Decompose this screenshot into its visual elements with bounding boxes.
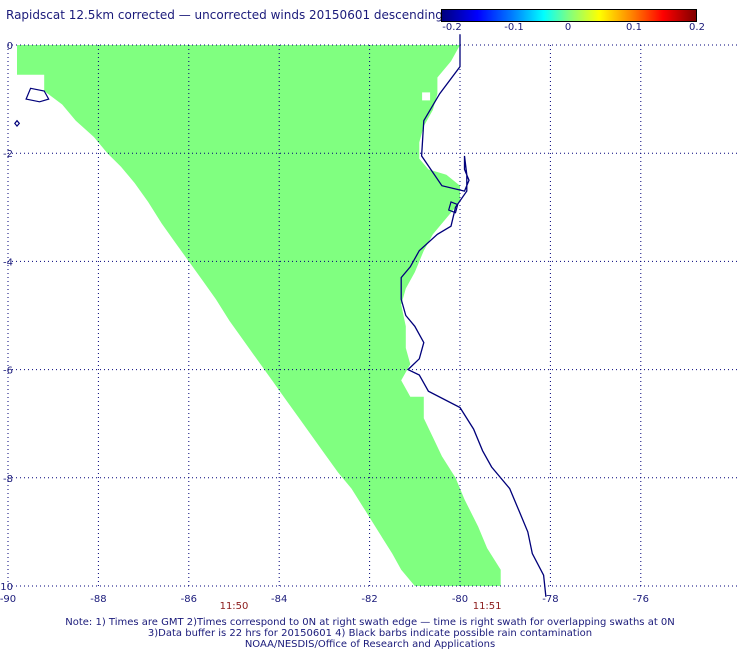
- y-tick-label-4: -8: [3, 474, 13, 485]
- wind-swath: [17, 45, 501, 586]
- colorbar-label-zero: 0: [564, 22, 572, 33]
- island-2: [447, 201, 459, 214]
- colorbar-label-max: 0.2: [689, 22, 705, 33]
- island-0: [25, 87, 50, 103]
- swath-time-label-0: 11:50: [220, 601, 249, 612]
- x-tick-label-3: -84: [271, 594, 287, 605]
- x-tick-label-5: -80: [452, 594, 468, 605]
- x-tick-label-6: -78: [542, 594, 558, 605]
- y-tick-label-3: -6: [3, 366, 13, 377]
- colorbar-label-low: -0.1: [504, 22, 524, 33]
- x-tick-label-2: -86: [181, 594, 197, 605]
- colorbar-label-high: 0.1: [626, 22, 642, 33]
- colorbar-label-min: -0.2: [442, 22, 462, 33]
- note-line-1: Note: 1) Times are GMT 2)Times correspon…: [65, 617, 675, 628]
- swath-gap-1: [431, 114, 440, 123]
- note-line-2: 3)Data buffer is 22 hrs for 20150601 4) …: [147, 628, 593, 639]
- x-tick-label-4: -82: [361, 594, 377, 605]
- island-1: [14, 119, 21, 128]
- x-tick-label-1: -88: [90, 594, 106, 605]
- x-tick-label-7: -76: [633, 594, 649, 605]
- note-line-3: NOAA/NESDIS/Office of Research and Appli…: [244, 639, 496, 650]
- swath-time-label-1: 11:51: [473, 601, 502, 612]
- coastline: [400, 34, 547, 597]
- y-tick-label-5: -10: [0, 582, 13, 593]
- swath-gap-0: [422, 92, 431, 101]
- y-tick-label-2: -4: [3, 257, 13, 268]
- y-tick-label-0: 0: [7, 41, 13, 52]
- x-tick-label-0: -90: [0, 594, 16, 605]
- map-title: Rapidscat 12.5km corrected — uncorrected…: [6, 8, 443, 22]
- colorbar: [441, 9, 697, 22]
- y-tick-label-1: -2: [3, 149, 13, 160]
